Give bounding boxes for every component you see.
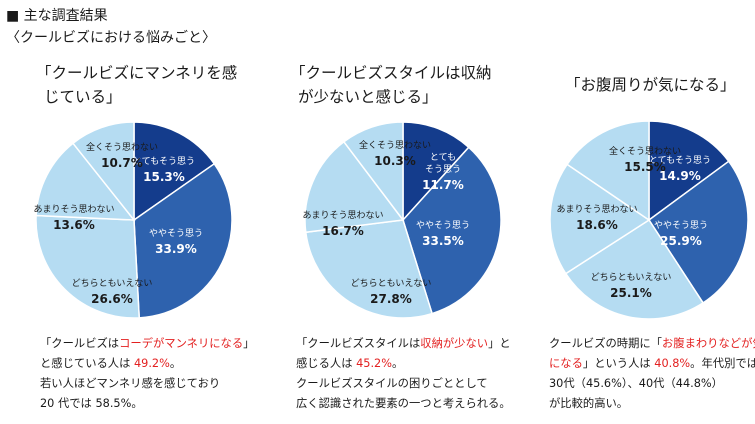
note-highlight: お腹まわりなどが気 [661, 337, 755, 350]
slice-value-label: 11.7% [422, 178, 464, 192]
note-line: クールビズの時期に「お腹まわりなどが気 [549, 334, 755, 354]
slice-value-label: 33.9% [155, 242, 197, 256]
note-text: 20 代では 58.5%。 [40, 397, 143, 410]
note-line: が比較的高い。 [549, 394, 755, 414]
note-line: 広く認識された要素の一つと考えられる。 [296, 394, 511, 414]
pie-slice [133, 121, 216, 222]
slice-label: ややそう思う [654, 220, 708, 231]
slice-label: ややそう思う [416, 220, 470, 231]
slice-value-label: 14.9% [659, 169, 701, 183]
slice-label: 全くそう思わない [86, 141, 158, 153]
note-text: 「クールビズは [40, 337, 120, 350]
pie-slice [133, 162, 233, 319]
note-line: 20 代では 58.5%。 [40, 394, 254, 414]
slice-label: とても [430, 152, 456, 163]
slice-value-label: 10.3% [374, 154, 416, 168]
chart-3-pie: とてもそう思う 14.9% ややそう思う 25.9% どちらともいえない 25.1% あまり… [549, 120, 749, 320]
slice-label: とてもそう思う [649, 155, 711, 166]
chart-3-title-line-1: 「お腹周りが気になる」 [565, 76, 736, 94]
note-line: 「クールビズスタイルは収納が少ない」と [296, 334, 511, 354]
slice-value-label: 27.8% [370, 292, 412, 306]
note-text: 若い人ほどマンネリ感を感じており [40, 377, 221, 390]
slice-value-label: 25.1% [610, 286, 652, 300]
note-text: 広く認識された要素の一つと考えられる。 [296, 397, 511, 410]
note-text: 30代（45.6%）、40代（44.8%） [549, 377, 723, 390]
pie-slice [564, 218, 705, 320]
slice-value-label: 26.6% [91, 292, 133, 306]
pie-slice [566, 120, 650, 222]
slice-label: とてもそう思う [133, 156, 195, 167]
pie-slice [647, 160, 749, 304]
chart-1-note: 「クールビズはコーデがマンネリになる」 と感じている人は 49.2%。 若い人ほどマ… [40, 334, 254, 414]
note-text: 。 [391, 357, 404, 370]
pie-slice [402, 146, 502, 315]
pie-slice [304, 219, 434, 319]
note-highlight: 40.8% [654, 357, 691, 370]
slice-label: どちらともいえない [591, 272, 672, 283]
slice-label: あまりそう思わない [302, 210, 383, 221]
pie-slice [35, 142, 136, 221]
chart-2-title: 「クールビズスタイルは収納 が少ないと感じる」 [290, 61, 492, 109]
note-text: 。 [169, 357, 182, 370]
chart-2-title-line-1: 「クールビズスタイルは収納 [290, 64, 492, 82]
note-text: 」 [243, 337, 255, 350]
chart-1-title: 「クールビズにマンネリを感 じている」 [36, 61, 237, 109]
page-subtitle: 〈クールビズにおける悩みごと〉 [6, 30, 216, 46]
slice-label: どちらともいえない [351, 278, 432, 289]
slice-label: あまりそう思わない [33, 204, 114, 215]
chart-1-title-line-1: 「クールビズにマンネリを感 [36, 64, 238, 82]
chart-2-note: 「クールビズスタイルは収納が少ない」と 感じる人は 45.2%。 クールビズスタイル… [296, 334, 511, 414]
chart-1-pie: とてもそう思う 15.3% ややそう思う 33.9% どちらともいえない 26.6% あまり… [33, 121, 233, 319]
note-text: クールビズの時期に「 [549, 337, 662, 350]
slice-value-label: 15.5% [624, 160, 666, 174]
slice-value-label: 25.9% [660, 234, 702, 248]
slice-label: そう思う [425, 164, 461, 175]
slice-value-label: 18.6% [576, 218, 618, 232]
note-text: クールビズスタイルの困りごととして [296, 377, 488, 390]
slice-value-label: 10.7% [101, 156, 143, 170]
note-text: 。年代別では [690, 357, 755, 370]
note-line: と感じている人は 49.2%。 [40, 354, 254, 374]
note-line: 感じる人は 45.2%。 [296, 354, 511, 374]
slice-label: 全くそう思わない [359, 139, 431, 151]
slice-value-label: 16.7% [322, 224, 364, 238]
note-text: 感じる人は [296, 357, 357, 370]
note-line: 若い人ほどマンネリ感を感じており [40, 374, 254, 394]
note-highlight: 49.2% [133, 357, 170, 370]
pie-slice [71, 121, 135, 223]
note-highlight: 45.2% [356, 357, 392, 370]
note-highlight: になる [549, 357, 583, 370]
slice-value-label: 13.6% [53, 218, 95, 232]
pie-slice [402, 121, 470, 222]
chart-3-note: クールビズの時期に「お腹まわりなどが気 になる」という人は 40.8%。年代別では… [549, 334, 755, 414]
note-line: 「クールビズはコーデがマンネリになる」 [40, 334, 254, 354]
note-text: と感じている人は [40, 357, 134, 370]
chart-3-title: 「お腹周りが気になる」 [565, 73, 736, 97]
note-text: 」と [488, 337, 511, 350]
pie-slice [35, 214, 141, 319]
note-line: になる」という人は 40.8%。年代別では [549, 354, 755, 374]
pie-slice [304, 140, 405, 234]
slice-label: あまりそう思わない [556, 204, 637, 215]
chart-2-pie: とてもそう思う 11.7% ややそう思う 33.5% どちらともいえない 27.8% あまり… [302, 121, 502, 319]
note-highlight: 収納が少ない [420, 337, 489, 350]
note-line: 30代（45.6%）、40代（44.8%） [549, 374, 755, 394]
page-title: ■ 主な調査結果 [6, 8, 108, 24]
note-text: が比較的高い。 [549, 397, 629, 410]
slice-value-label: 33.5% [422, 234, 464, 248]
slice-label: 全くそう思わない [609, 145, 681, 157]
pie-slice [549, 163, 651, 275]
note-line: クールビズスタイルの困りごととして [296, 374, 511, 394]
note-text: 「クールビズスタイルは [296, 337, 421, 350]
pie-slice [648, 120, 730, 222]
pie-slice [342, 121, 404, 223]
chart-1-title-line-2: じている」 [44, 88, 122, 106]
slice-value-label: 15.3% [143, 170, 185, 184]
chart-2-title-line-2: が少ないと感じる」 [298, 88, 438, 106]
note-highlight: コーデがマンネリになる [119, 337, 244, 350]
slice-label: どちらともいえない [72, 278, 153, 289]
note-text: 」という人は [582, 357, 655, 370]
slice-label: ややそう思う [149, 228, 203, 239]
